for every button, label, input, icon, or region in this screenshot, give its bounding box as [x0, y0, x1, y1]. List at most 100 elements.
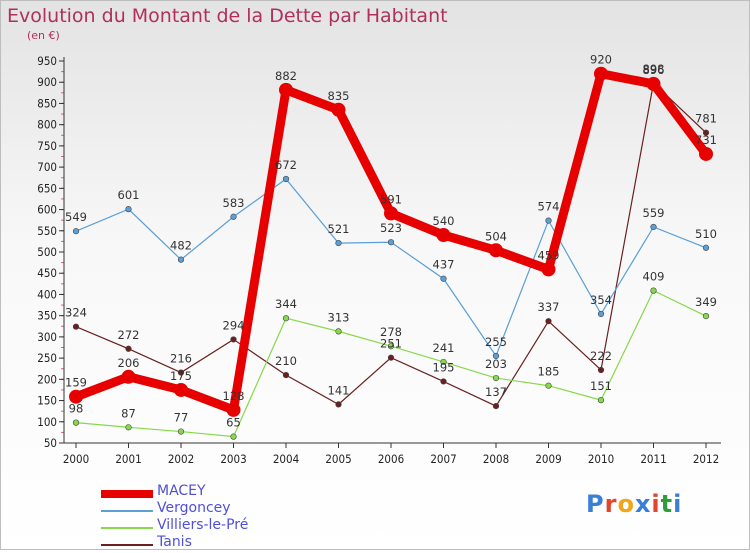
data-point-vergoncey [440, 275, 447, 282]
logo-letter: r [604, 490, 618, 518]
data-label-tanis: 137 [485, 385, 507, 399]
data-label-macey: 920 [590, 53, 612, 67]
data-point-vergoncey [230, 213, 237, 220]
data-label-macey: 731 [695, 133, 717, 147]
x-tick-label: 2003 [220, 452, 246, 466]
data-label-villiers-le-pr: 313 [328, 310, 350, 324]
legend-swatch-tanis [101, 543, 153, 546]
data-label-villiers-le-pr: 409 [643, 270, 665, 284]
data-label-vergoncey: 437 [433, 258, 455, 272]
data-label-macey: 504 [485, 229, 507, 243]
y-tick-label: 500 [37, 245, 57, 259]
data-point-macey [646, 76, 661, 91]
y-tick-label: 750 [37, 139, 57, 153]
data-point-tanis [177, 369, 185, 376]
data-label-vergoncey: 672 [275, 158, 297, 172]
y-tick-label: 850 [37, 96, 57, 110]
y-tick-label: 650 [37, 181, 57, 195]
data-point-vergoncey [177, 256, 185, 263]
data-point-villiers-le-pr [230, 433, 237, 440]
y-tick-label: 50 [44, 436, 57, 450]
data-label-macey: 175 [170, 369, 192, 383]
data-point-tanis [387, 354, 395, 361]
data-label-vergoncey: 521 [328, 222, 350, 236]
data-point-tanis [492, 402, 500, 410]
y-tick-label: 600 [37, 203, 57, 217]
y-tick-label: 700 [37, 160, 57, 174]
y-tick-label: 800 [37, 118, 57, 132]
data-point-tanis [72, 323, 80, 330]
y-tick-label: 450 [37, 266, 57, 280]
data-label-villiers-le-pr: 77 [174, 411, 189, 425]
data-point-villiers-le-pr [335, 328, 342, 335]
data-point-vergoncey [335, 239, 342, 247]
x-tick-label: 2005 [325, 452, 351, 466]
data-label-macey: 128 [223, 389, 245, 403]
chart-series [69, 66, 713, 440]
data-point-macey [226, 402, 241, 417]
x-tick-label: 2001 [115, 452, 141, 466]
logo-letter: P [586, 490, 605, 518]
data-label-macey: 591 [380, 192, 402, 206]
data-label-tanis: 216 [170, 352, 192, 366]
chart-title: Evolution du Montant de la Dette par Hab… [7, 5, 448, 27]
data-point-macey [331, 102, 346, 117]
x-tick-label: 2002 [168, 452, 194, 466]
data-label-tanis: 272 [118, 328, 140, 342]
data-label-tanis: 195 [433, 360, 455, 374]
chart-data-labels: 324 272 216 294 210 141 251 195 137 337 222 898 781 9… [65, 53, 717, 430]
logo-letter: x [634, 490, 652, 518]
data-label-macey: 835 [328, 89, 350, 103]
data-point-tanis [335, 401, 342, 408]
data-point-macey [699, 146, 713, 161]
data-label-tanis: 898 [643, 62, 665, 76]
data-label-macey: 459 [538, 248, 560, 262]
data-point-tanis [125, 345, 132, 352]
data-label-macey: 206 [118, 356, 140, 370]
y-tick-label: 100 [37, 415, 57, 429]
data-point-villiers-le-pr [597, 397, 605, 404]
y-tick-label: 350 [37, 309, 57, 323]
data-label-tanis: 251 [380, 337, 402, 351]
data-point-tanis [702, 129, 710, 136]
x-tick-label: 2000 [63, 452, 89, 466]
data-point-macey [594, 66, 608, 81]
y-tick-label: 950 [37, 54, 57, 68]
data-point-villiers-le-pr [72, 419, 80, 426]
data-point-villiers-le-pr [177, 428, 185, 435]
data-point-villiers-le-pr [492, 374, 500, 382]
x-tick-label: 2010 [588, 452, 614, 466]
data-point-tanis [597, 366, 605, 374]
x-tick-label: 2006 [378, 452, 404, 466]
legend-label-tanis: Tanis [157, 534, 192, 550]
data-label-villiers-le-pr: 65 [226, 416, 241, 430]
data-label-villiers-le-pr: 151 [590, 379, 612, 393]
data-label-vergoncey: 523 [380, 221, 402, 235]
data-point-vergoncey [387, 239, 395, 246]
y-tick-label: 200 [37, 372, 57, 386]
data-point-macey [174, 382, 188, 397]
legend-swatch-villiers-le-pre [101, 526, 153, 529]
data-label-vergoncey: 510 [695, 227, 717, 241]
data-label-villiers-le-pr: 185 [538, 365, 560, 379]
data-point-macey [279, 82, 293, 97]
data-point-vergoncey [597, 310, 605, 318]
logo-letter: i [651, 490, 661, 518]
y-tick-label: 250 [37, 351, 57, 365]
chart-axes: 50 100 150 200 250 300 350 400 450 500 550 600 650 70… [37, 54, 721, 466]
x-tick-label: 2004 [273, 452, 299, 466]
data-label-villiers-le-pr: 349 [695, 295, 717, 309]
x-tick-label: 2009 [535, 452, 561, 466]
data-point-tanis [282, 371, 290, 379]
data-label-tanis: 210 [275, 354, 297, 368]
legend-label-villiers-le-pre: Villiers-le-Pré [157, 517, 249, 533]
data-label-villiers-le-pr: 241 [433, 341, 455, 355]
logo-letter: o [617, 490, 635, 518]
data-point-villiers-le-pr [387, 343, 395, 350]
legend-swatch-vergoncey [101, 509, 153, 512]
data-point-macey [436, 228, 451, 243]
logo-letter: t [660, 490, 674, 518]
unit-label: (en €) [27, 29, 60, 42]
data-label-villiers-le-pr: 87 [121, 406, 136, 420]
proxiti-logo: Proxiti [586, 490, 682, 518]
